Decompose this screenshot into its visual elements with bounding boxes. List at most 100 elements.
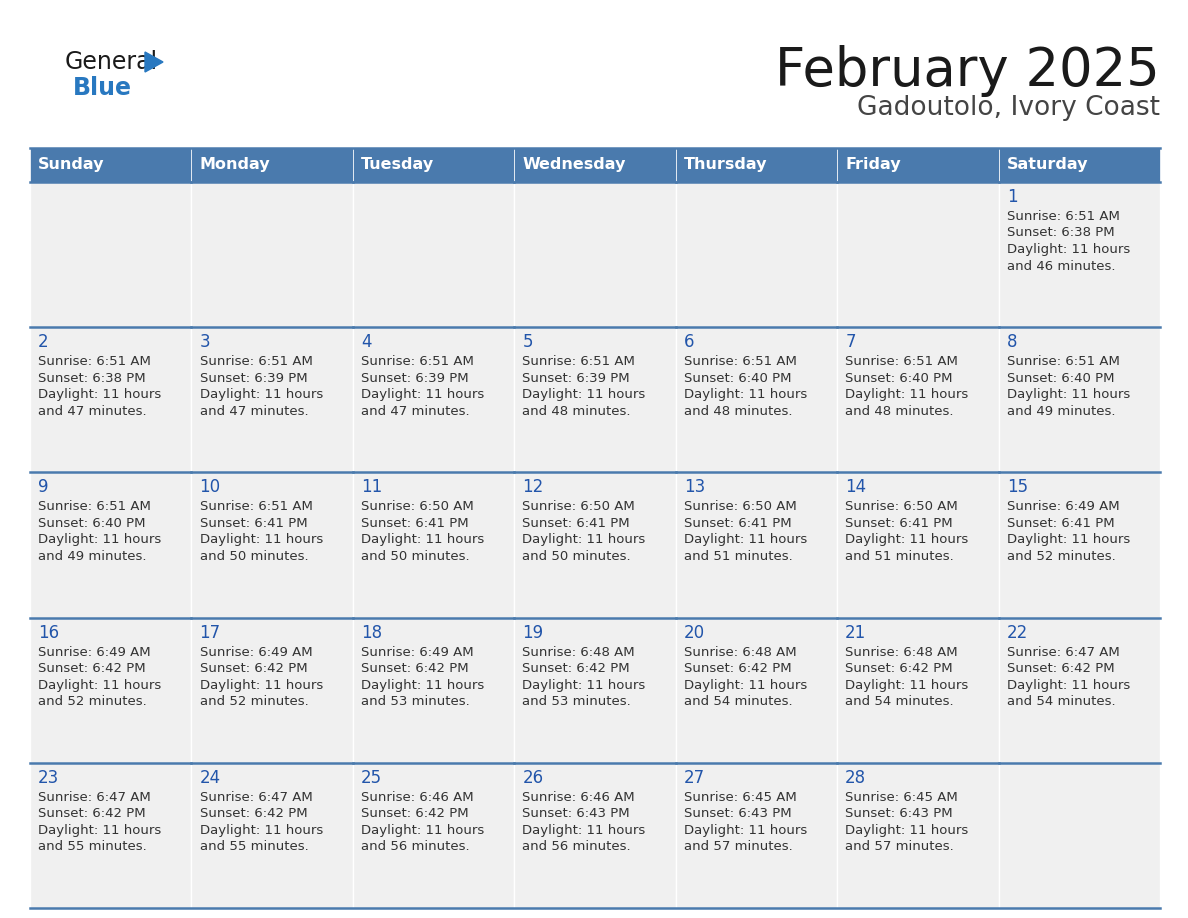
- Text: Sunset: 6:42 PM: Sunset: 6:42 PM: [684, 662, 791, 675]
- Text: Sunset: 6:42 PM: Sunset: 6:42 PM: [523, 662, 630, 675]
- Text: and 54 minutes.: and 54 minutes.: [1006, 695, 1116, 708]
- Text: Sunrise: 6:51 AM: Sunrise: 6:51 AM: [38, 355, 151, 368]
- Text: Sunrise: 6:51 AM: Sunrise: 6:51 AM: [361, 355, 474, 368]
- Text: 28: 28: [845, 768, 866, 787]
- Bar: [838, 618, 999, 763]
- Text: Tuesday: Tuesday: [361, 158, 434, 173]
- Text: Sunrise: 6:51 AM: Sunrise: 6:51 AM: [523, 355, 636, 368]
- Text: and 53 minutes.: and 53 minutes.: [361, 695, 469, 708]
- Text: Sunrise: 6:48 AM: Sunrise: 6:48 AM: [523, 645, 634, 658]
- Text: Sunset: 6:41 PM: Sunset: 6:41 PM: [200, 517, 308, 530]
- Text: 19: 19: [523, 623, 543, 642]
- Text: Sunset: 6:42 PM: Sunset: 6:42 PM: [1006, 662, 1114, 675]
- Text: Sunset: 6:42 PM: Sunset: 6:42 PM: [200, 662, 308, 675]
- Bar: [30, 763, 191, 908]
- Text: Daylight: 11 hours: Daylight: 11 hours: [523, 388, 645, 401]
- Text: Sunrise: 6:50 AM: Sunrise: 6:50 AM: [684, 500, 796, 513]
- Text: Sunset: 6:38 PM: Sunset: 6:38 PM: [38, 372, 146, 385]
- Text: Daylight: 11 hours: Daylight: 11 hours: [684, 823, 807, 837]
- Text: Sunset: 6:39 PM: Sunset: 6:39 PM: [200, 372, 308, 385]
- Text: Sunrise: 6:46 AM: Sunrise: 6:46 AM: [523, 790, 634, 804]
- Text: 25: 25: [361, 768, 383, 787]
- Text: Daylight: 11 hours: Daylight: 11 hours: [361, 678, 485, 691]
- Bar: [191, 763, 353, 908]
- Text: Daylight: 11 hours: Daylight: 11 hours: [845, 388, 968, 401]
- Text: Sunset: 6:40 PM: Sunset: 6:40 PM: [1006, 372, 1114, 385]
- Text: Sunset: 6:41 PM: Sunset: 6:41 PM: [684, 517, 791, 530]
- Text: 27: 27: [684, 768, 704, 787]
- Text: Daylight: 11 hours: Daylight: 11 hours: [1006, 388, 1130, 401]
- Text: 11: 11: [361, 478, 383, 497]
- Text: 4: 4: [361, 333, 372, 352]
- Text: 20: 20: [684, 623, 704, 642]
- Bar: [514, 473, 676, 618]
- Text: 10: 10: [200, 478, 221, 497]
- Text: Daylight: 11 hours: Daylight: 11 hours: [38, 533, 162, 546]
- Text: Sunset: 6:42 PM: Sunset: 6:42 PM: [200, 807, 308, 821]
- Text: Sunrise: 6:49 AM: Sunrise: 6:49 AM: [1006, 500, 1119, 513]
- Text: 26: 26: [523, 768, 543, 787]
- Text: and 57 minutes.: and 57 minutes.: [684, 840, 792, 854]
- Text: 8: 8: [1006, 333, 1017, 352]
- Text: Daylight: 11 hours: Daylight: 11 hours: [1006, 678, 1130, 691]
- Text: Monday: Monday: [200, 158, 270, 173]
- Text: and 51 minutes.: and 51 minutes.: [684, 550, 792, 563]
- Text: Sunset: 6:39 PM: Sunset: 6:39 PM: [361, 372, 468, 385]
- Bar: [999, 618, 1159, 763]
- Text: Sunrise: 6:48 AM: Sunrise: 6:48 AM: [845, 645, 958, 658]
- Text: 6: 6: [684, 333, 694, 352]
- Text: Sunrise: 6:49 AM: Sunrise: 6:49 AM: [361, 645, 474, 658]
- Text: and 54 minutes.: and 54 minutes.: [684, 695, 792, 708]
- Text: General: General: [65, 50, 158, 74]
- Text: 12: 12: [523, 478, 544, 497]
- Bar: [514, 763, 676, 908]
- Text: and 55 minutes.: and 55 minutes.: [38, 840, 147, 854]
- Text: and 48 minutes.: and 48 minutes.: [523, 405, 631, 418]
- Bar: [838, 182, 999, 327]
- Text: 2: 2: [38, 333, 49, 352]
- Bar: [191, 182, 353, 327]
- Text: Sunrise: 6:47 AM: Sunrise: 6:47 AM: [1006, 645, 1119, 658]
- Text: Daylight: 11 hours: Daylight: 11 hours: [684, 533, 807, 546]
- Text: Daylight: 11 hours: Daylight: 11 hours: [523, 678, 645, 691]
- Text: and 52 minutes.: and 52 minutes.: [1006, 550, 1116, 563]
- Text: Wednesday: Wednesday: [523, 158, 626, 173]
- Text: and 51 minutes.: and 51 minutes.: [845, 550, 954, 563]
- Text: 22: 22: [1006, 623, 1028, 642]
- Text: Daylight: 11 hours: Daylight: 11 hours: [1006, 533, 1130, 546]
- Text: and 46 minutes.: and 46 minutes.: [1006, 260, 1116, 273]
- Text: Sunset: 6:43 PM: Sunset: 6:43 PM: [523, 807, 630, 821]
- Text: Sunset: 6:43 PM: Sunset: 6:43 PM: [845, 807, 953, 821]
- Bar: [838, 148, 999, 182]
- Text: and 47 minutes.: and 47 minutes.: [38, 405, 146, 418]
- Text: and 55 minutes.: and 55 minutes.: [200, 840, 308, 854]
- Bar: [30, 148, 191, 182]
- Text: Daylight: 11 hours: Daylight: 11 hours: [523, 823, 645, 837]
- Text: Sunset: 6:41 PM: Sunset: 6:41 PM: [845, 517, 953, 530]
- Text: 13: 13: [684, 478, 704, 497]
- Text: Saturday: Saturday: [1006, 158, 1088, 173]
- Text: Sunrise: 6:48 AM: Sunrise: 6:48 AM: [684, 645, 796, 658]
- Text: 21: 21: [845, 623, 866, 642]
- Text: Sunset: 6:42 PM: Sunset: 6:42 PM: [361, 662, 468, 675]
- Text: and 47 minutes.: and 47 minutes.: [200, 405, 308, 418]
- Bar: [676, 763, 838, 908]
- Text: and 48 minutes.: and 48 minutes.: [845, 405, 954, 418]
- Text: Daylight: 11 hours: Daylight: 11 hours: [200, 533, 323, 546]
- Text: Sunset: 6:42 PM: Sunset: 6:42 PM: [845, 662, 953, 675]
- Text: Sunset: 6:40 PM: Sunset: 6:40 PM: [684, 372, 791, 385]
- Text: and 54 minutes.: and 54 minutes.: [845, 695, 954, 708]
- Bar: [999, 327, 1159, 473]
- Text: Sunrise: 6:51 AM: Sunrise: 6:51 AM: [1006, 355, 1119, 368]
- Text: Sunrise: 6:51 AM: Sunrise: 6:51 AM: [684, 355, 797, 368]
- Bar: [353, 763, 514, 908]
- Bar: [838, 327, 999, 473]
- Text: Sunset: 6:41 PM: Sunset: 6:41 PM: [523, 517, 630, 530]
- Text: 17: 17: [200, 623, 221, 642]
- Text: Daylight: 11 hours: Daylight: 11 hours: [38, 678, 162, 691]
- Bar: [30, 182, 191, 327]
- Text: and 52 minutes.: and 52 minutes.: [38, 695, 147, 708]
- Text: and 52 minutes.: and 52 minutes.: [200, 695, 308, 708]
- Text: Sunset: 6:41 PM: Sunset: 6:41 PM: [361, 517, 468, 530]
- Bar: [676, 182, 838, 327]
